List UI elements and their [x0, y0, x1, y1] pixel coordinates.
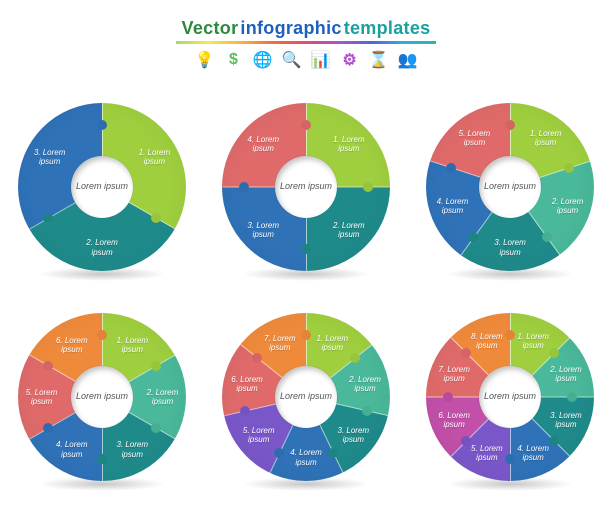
magnify-icon: 🔍: [283, 51, 301, 69]
hub-text: Lorem ipsum: [276, 392, 336, 402]
title-word: Vector: [181, 18, 240, 39]
hub-text: Lorem ipsum: [72, 182, 132, 192]
wheel-6: 1. Loremipsum2. Loremipsum3. Loremipsum4…: [0, 292, 204, 502]
chart-icon: 📊: [312, 51, 330, 69]
hub-text: Lorem ipsum: [480, 392, 540, 402]
puzzle-knob: [350, 353, 360, 363]
hub: Lorem ipsum: [71, 366, 133, 428]
puzzle-knob: [542, 232, 552, 242]
title-word: templates: [343, 18, 432, 39]
puzzle-knob: [461, 436, 471, 446]
wheel-grid: 1. Loremipsum2. Loremipsum3. LoremipsumL…: [0, 82, 612, 502]
wheel-3: 1. Loremipsum2. Loremipsum3. LoremipsumL…: [0, 82, 204, 292]
puzzle-knob: [301, 330, 311, 340]
gear-icon: ⚙: [341, 51, 359, 69]
puzzle-knob: [549, 348, 559, 358]
puzzle-knob: [239, 182, 249, 192]
puzzle-knob: [564, 163, 574, 173]
globe-icon: 🌐: [254, 51, 272, 69]
puzzle-knob: [362, 406, 372, 416]
hourglass-icon: ⌛: [370, 51, 388, 69]
hub: Lorem ipsum: [71, 156, 133, 218]
title-underline: [176, 41, 436, 44]
hub: Lorem ipsum: [275, 156, 337, 218]
hub: Lorem ipsum: [275, 366, 337, 428]
wheel: 1. Loremipsum2. Loremipsum3. Loremipsum4…: [222, 313, 390, 481]
puzzle-knob: [151, 213, 161, 223]
hub-text: Lorem ipsum: [72, 392, 132, 402]
bulb-icon: 💡: [196, 51, 214, 69]
page-title: Vector infographic templates: [0, 18, 612, 39]
puzzle-knob: [461, 348, 471, 358]
hub-text: Lorem ipsum: [480, 182, 540, 192]
puzzle-knob: [151, 423, 161, 433]
wheel-4: 1. Loremipsum2. Loremipsum3. Loremipsum4…: [204, 82, 408, 292]
puzzle-knob: [505, 330, 515, 340]
wheel: 1. Loremipsum2. Loremipsum3. Loremipsum4…: [426, 313, 594, 481]
wheel-8: 1. Loremipsum2. Loremipsum3. Loremipsum4…: [408, 292, 612, 502]
icon-row: 💡 $ 🌐 🔍 📊 ⚙ ⌛ 👥: [0, 50, 612, 70]
puzzle-knob: [443, 392, 453, 402]
people-icon: 👥: [399, 51, 417, 69]
puzzle-knob: [505, 120, 515, 130]
puzzle-knob: [446, 163, 456, 173]
puzzle-knob: [549, 436, 559, 446]
dollar-icon: $: [225, 51, 243, 69]
wheel: 1. Loremipsum2. Loremipsum3. Loremipsum4…: [222, 103, 390, 271]
puzzle-knob: [151, 361, 161, 371]
puzzle-knob: [43, 361, 53, 371]
wheel-5: 1. Loremipsum2. Loremipsum3. Loremipsum4…: [408, 82, 612, 292]
hub: Lorem ipsum: [479, 366, 541, 428]
puzzle-knob: [97, 120, 107, 130]
hub: Lorem ipsum: [479, 156, 541, 218]
puzzle-knob: [301, 120, 311, 130]
wheel: 1. Loremipsum2. Loremipsum3. LoremipsumL…: [18, 103, 186, 271]
puzzle-knob: [274, 448, 284, 458]
title-word: infographic: [239, 18, 342, 39]
hub-text: Lorem ipsum: [276, 182, 336, 192]
wheel: 1. Loremipsum2. Loremipsum3. Loremipsum4…: [18, 313, 186, 481]
wheel-7: 1. Loremipsum2. Loremipsum3. Loremipsum4…: [204, 292, 408, 502]
header: Vector infographic templates 💡 $ 🌐 🔍 📊 ⚙ ⌛ 👥: [0, 0, 612, 70]
puzzle-knob: [97, 330, 107, 340]
wheel: 1. Loremipsum2. Loremipsum3. Loremipsum4…: [426, 103, 594, 271]
puzzle-knob: [328, 448, 338, 458]
